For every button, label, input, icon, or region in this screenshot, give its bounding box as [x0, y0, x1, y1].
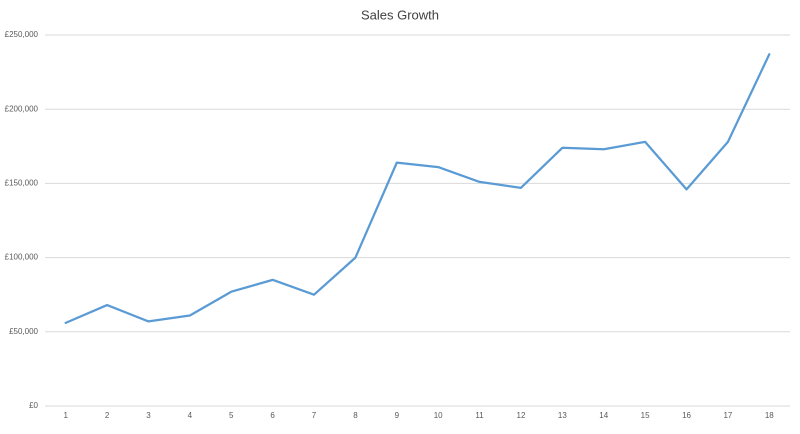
- y-tick-label: £50,000: [9, 327, 38, 336]
- x-tick-label: 3: [146, 411, 151, 420]
- x-tick-label: 9: [395, 411, 400, 420]
- y-tick-label: £0: [29, 401, 38, 410]
- x-tick-label: 1: [63, 411, 68, 420]
- x-tick-label: 13: [558, 411, 567, 420]
- x-tick-label: 6: [270, 411, 275, 420]
- data-line: [64, 53, 771, 325]
- x-tick-label: 10: [434, 411, 443, 420]
- x-tick-label: 15: [641, 411, 650, 420]
- y-tick-label: £200,000: [5, 104, 39, 113]
- x-tick-label: 7: [312, 411, 317, 420]
- x-tick-label: 2: [105, 411, 110, 420]
- x-tick-label: 5: [229, 411, 234, 420]
- x-tick-label: 17: [723, 411, 732, 420]
- y-tick-label: £250,000: [5, 30, 39, 39]
- x-tick-label: 8: [353, 411, 358, 420]
- x-tick-label: 14: [599, 411, 608, 420]
- chart-title: Sales Growth: [361, 7, 439, 22]
- x-tick-label: 18: [765, 411, 774, 420]
- x-tick-label: 11: [475, 411, 484, 420]
- x-tick-label: 16: [682, 411, 691, 420]
- x-tick-label: 4: [188, 411, 193, 420]
- y-tick-label: £150,000: [5, 179, 39, 188]
- x-tick-label: 12: [517, 411, 526, 420]
- y-tick-label: £100,000: [5, 253, 39, 262]
